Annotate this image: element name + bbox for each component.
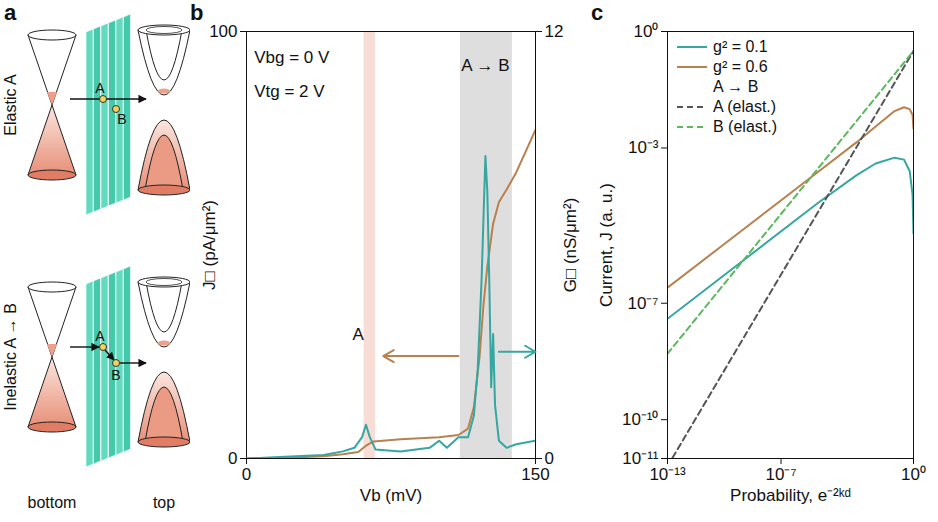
svg-text:top: top: [153, 494, 175, 511]
svg-text:Inelastic A → B: Inelastic A → B: [2, 303, 19, 411]
svg-text:Vtg = 2 V: Vtg = 2 V: [254, 82, 325, 101]
svg-text:0: 0: [228, 449, 237, 468]
svg-text:A → B: A → B: [461, 56, 509, 75]
svg-text:150: 150: [521, 464, 550, 484]
html-text:A → B: A → B: [713, 78, 759, 95]
svg-text:J□ (pA/μm²): J□ (pA/μm²): [200, 200, 219, 290]
svg-text:12: 12: [545, 22, 564, 41]
html-text:B (elast.): B (elast.): [713, 118, 777, 135]
svg-text:10⁰: 10⁰: [634, 22, 659, 41]
svg-text:B: B: [117, 111, 126, 127]
svg-text:10⁻³: 10⁻³: [628, 138, 659, 157]
svg-text:Current, J (a. u.): Current, J (a. u.): [597, 183, 616, 307]
svg-text:0: 0: [545, 449, 554, 468]
svg-text:Elastic A: Elastic A: [2, 74, 19, 136]
svg-text:10⁻¹⁰: 10⁻¹⁰: [622, 410, 659, 429]
svg-text:Vb (mV): Vb (mV): [360, 486, 422, 505]
svg-text:Probability, e⁻²ᵏᵈ: Probability, e⁻²ᵏᵈ: [730, 486, 851, 505]
svg-text:100: 100: [209, 22, 237, 41]
html-text:A (elast.): A (elast.): [713, 98, 777, 115]
svg-text:10⁻⁷: 10⁻⁷: [766, 465, 797, 484]
svg-text:10⁰: 10⁰: [901, 465, 926, 484]
svg-text:A: A: [95, 328, 105, 344]
html-text:b: b: [190, 0, 204, 25]
html-text:g² = 0.6: g² = 0.6: [713, 58, 768, 75]
svg-text:A: A: [353, 325, 365, 344]
html-text:c: c: [591, 0, 604, 25]
svg-text:10⁻¹³: 10⁻¹³: [649, 465, 686, 484]
svg-text:bottom: bottom: [28, 494, 77, 511]
svg-text:10⁻⁷: 10⁻⁷: [627, 294, 658, 313]
svg-text:B: B: [111, 367, 120, 383]
html-text:g² = 0.1: g² = 0.1: [713, 38, 768, 55]
svg-text:10⁻¹¹: 10⁻¹¹: [622, 448, 659, 468]
svg-text:Vbg = 0 V: Vbg = 0 V: [254, 48, 330, 67]
svg-text:0: 0: [242, 465, 251, 484]
svg-text:A: A: [95, 80, 105, 96]
html-text:a: a: [4, 0, 17, 25]
svg-text:G□ (nS/μm²): G□ (nS/μm²): [561, 198, 580, 293]
